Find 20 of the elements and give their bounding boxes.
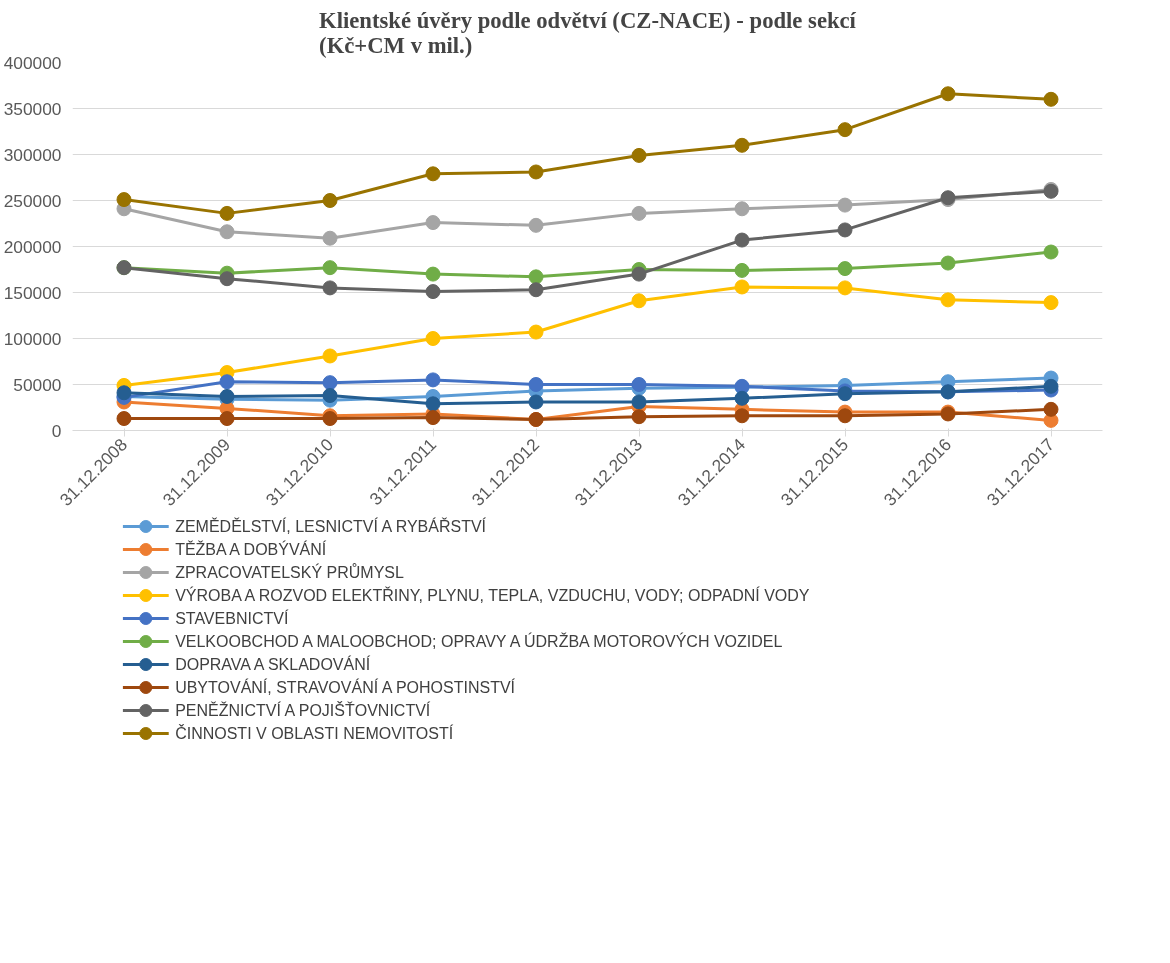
y-tick-label: 300000 [3,144,62,165]
legend-label: ZEMĚDĚLSTVÍ, LESNICTVÍ A RYBÁŘSTVÍ [175,517,487,535]
legend-label: ZPRACOVATELSKÝ PRŮMYSL [175,563,405,581]
y-tick-label: 0 [51,420,62,441]
y-tick-label: 50000 [13,374,62,395]
legend-label: ČINNOSTI V OBLASTI NEMOVITOSTÍ [175,724,454,742]
legend-label: VÝROBA A ROZVOD ELEKTŘINY, PLYNU, TEPLA, VZDUCHU, VODY; ODPADNÍ VODY [175,586,810,604]
legend-label: DOPRAVA A SKLADOVÁNÍ [175,655,371,673]
legend-label: TĚŽBA A DOBÝVÁNÍ [175,540,327,558]
y-tick-label: 100000 [3,328,62,349]
legend-label: STAVEBNICTVÍ [175,609,289,627]
chart-title: Klientské úvěry podle odvětví (CZ-NACE) - podle sekcí (Kč+CM v mil.) [319,7,857,58]
y-tick-label: 200000 [3,236,62,257]
y-tick-label: 250000 [3,190,62,211]
legend-label: VELKOOBCHOD A MALOOBCHOD; OPRAVY A ÚDRŽBA MOTOROVÝCH VOZIDEL [175,632,783,650]
y-tick-label: 350000 [3,98,62,119]
y-tick-label: 400000 [3,52,62,73]
legend-label: UBYTOVÁNÍ, STRAVOVÁNÍ A POHOSTINSTVÍ [175,678,516,696]
legend-label: PENĚŽNICTVÍ A POJIŠŤOVNICTVÍ [175,701,431,719]
y-tick-label: 150000 [3,282,62,303]
